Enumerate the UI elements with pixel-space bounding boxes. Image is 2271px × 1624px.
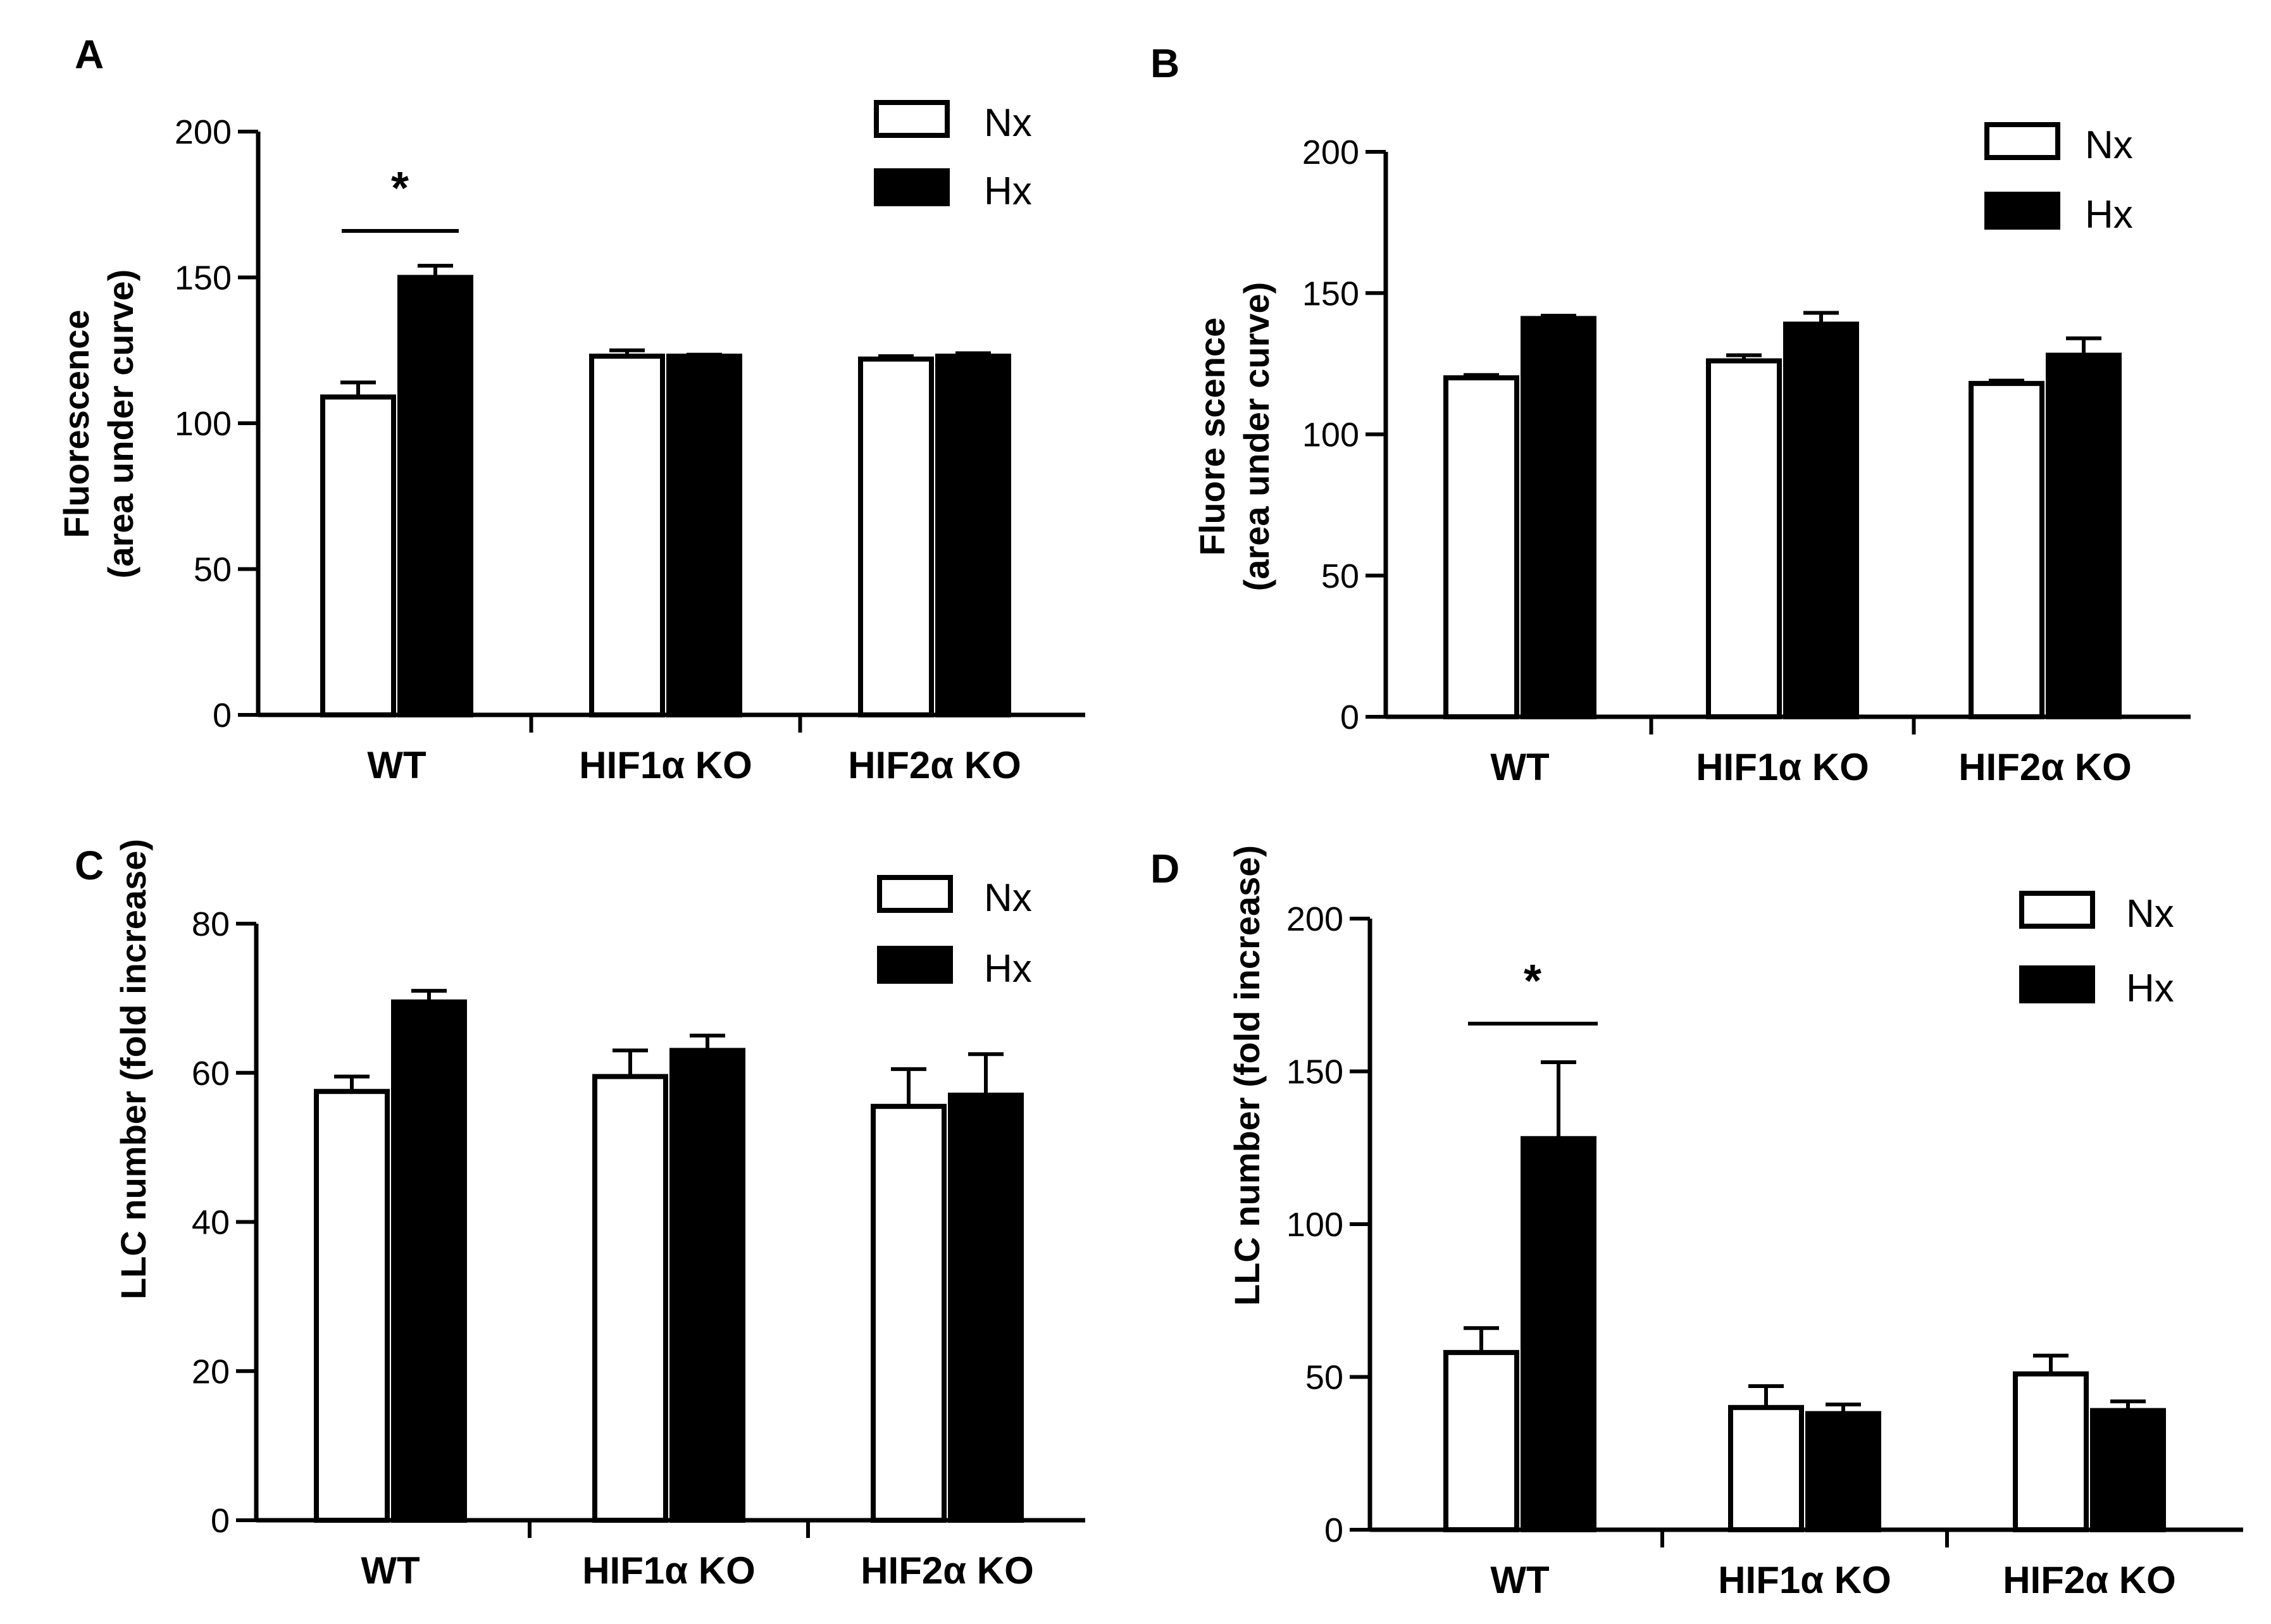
bar-nx <box>1969 381 2044 719</box>
bar-hx <box>1805 1411 1881 1532</box>
legend-label: Nx <box>2085 123 2133 167</box>
bar-nx <box>2013 1371 2089 1532</box>
legend-swatch-hx <box>877 946 953 984</box>
bar-nx <box>1443 1349 1519 1533</box>
y-tick-label: 50 <box>1305 1359 1343 1397</box>
legend-label: Hx <box>984 947 1032 991</box>
y-tick-label: 50 <box>1321 557 1359 595</box>
x-category-label: WT <box>1490 746 1549 788</box>
legend-label: Hx <box>984 170 1032 213</box>
x-category-label: HIF2α KO <box>1958 746 2132 788</box>
bar-hx <box>2046 352 2122 719</box>
y-tick-label: 200 <box>1286 900 1343 938</box>
y-tick-label: 60 <box>192 1055 230 1093</box>
chart-panel-d: D 0 50 100 150 200 WT HIF1α KO HIF2α KO LLC numbe… <box>1150 845 2243 1601</box>
legend-label: Nx <box>2126 892 2174 936</box>
x-category-label: HIF1α KO <box>1696 746 1869 788</box>
legend-swatch-nx <box>874 100 950 138</box>
legend-swatch-nx <box>2019 891 2095 929</box>
bar-hx <box>2090 1408 2166 1532</box>
bar-hx <box>397 275 473 717</box>
panel-letter: B <box>1150 40 1179 86</box>
y-tick-label: 100 <box>1302 416 1359 454</box>
x-category-label: WT <box>361 1549 420 1592</box>
legend-label: Hx <box>2126 967 2174 1010</box>
y-axis-label: (area under curve) <box>1236 282 1276 592</box>
bar-nx <box>858 356 934 717</box>
y-axis-label: (area under curve) <box>101 270 140 579</box>
y-tick-label: 150 <box>1286 1053 1343 1091</box>
y-tick-label: 50 <box>194 551 232 589</box>
bar-hx <box>948 1093 1024 1523</box>
bar-hx <box>666 353 742 717</box>
legend-swatch-hx <box>1984 192 2060 230</box>
panel-letter: C <box>75 843 104 888</box>
y-tick-label: 100 <box>175 405 232 443</box>
y-tick-label: 200 <box>175 113 232 151</box>
y-tick-label: 0 <box>1340 698 1359 736</box>
y-axis-label: Fluorescence <box>56 309 96 538</box>
bar-hx <box>1783 321 1859 719</box>
chart-panel-c: C 0 20 40 60 80 WT HIF1α KO HIF2α KO LLC number (… <box>75 839 1085 1592</box>
legend-swatch-nx <box>1984 122 2060 160</box>
bar-hx <box>391 999 467 1523</box>
panel-letter: D <box>1150 846 1179 891</box>
y-tick-label: 20 <box>192 1353 230 1391</box>
legend-swatch-hx <box>2019 965 2095 1003</box>
y-tick-label: 200 <box>1302 133 1359 171</box>
y-tick-label: 0 <box>1324 1511 1343 1549</box>
chart-panel-a: A 0 50 100 150 200 WT HIF1α KO HIF2α KO Fluoresce… <box>56 32 1085 786</box>
bar-nx <box>1728 1404 1804 1533</box>
legend-label: Nx <box>984 876 1032 920</box>
y-tick-label: 40 <box>192 1204 230 1242</box>
x-category-label: HIF2α KO <box>861 1549 1034 1592</box>
y-tick-label: 0 <box>211 1502 230 1540</box>
bar-hx <box>935 353 1011 717</box>
y-axis-label: Fluore scence <box>1192 318 1232 556</box>
bar-hx <box>1521 316 1596 719</box>
bar-nx <box>1443 375 1519 719</box>
bar-nx <box>320 394 396 717</box>
panel-letter: A <box>75 32 104 77</box>
bar-nx <box>592 1074 668 1523</box>
legend-label: Hx <box>2085 193 2133 237</box>
y-tick-label: 100 <box>1286 1206 1343 1244</box>
significance-marker: * <box>1524 956 1541 1007</box>
legend-swatch-hx <box>874 168 950 206</box>
y-tick-label: 150 <box>175 259 232 297</box>
bar-nx <box>1706 358 1782 719</box>
chart-panel-b: B 0 50 100 150 200 WT HIF1α KO HIF2α KO Fluore sc… <box>1150 40 2191 788</box>
legend-swatch-nx <box>877 875 953 913</box>
x-category-label: HIF1α KO <box>579 744 752 786</box>
y-tick-label: 80 <box>192 905 230 943</box>
y-tick-label: 0 <box>213 697 232 735</box>
bar-hx <box>1521 1136 1596 1532</box>
bar-hx <box>669 1048 745 1523</box>
y-axis-label: LLC number (fold increase) <box>113 839 153 1299</box>
y-axis-label: LLC number (fold increase) <box>1227 845 1267 1306</box>
y-tick-label: 150 <box>1302 275 1359 313</box>
x-category-label: WT <box>1490 1559 1549 1601</box>
x-category-label: HIF2α KO <box>848 744 1021 786</box>
bar-nx <box>589 353 665 717</box>
x-category-label: HIF1α KO <box>582 1549 756 1592</box>
bar-nx <box>871 1103 947 1523</box>
significance-marker: * <box>391 163 409 214</box>
bar-nx <box>314 1089 390 1523</box>
legend-label: Nx <box>984 101 1032 145</box>
x-category-label: WT <box>367 744 426 786</box>
x-category-label: HIF2α KO <box>2003 1559 2176 1601</box>
x-category-label: HIF1α KO <box>1718 1559 1891 1601</box>
